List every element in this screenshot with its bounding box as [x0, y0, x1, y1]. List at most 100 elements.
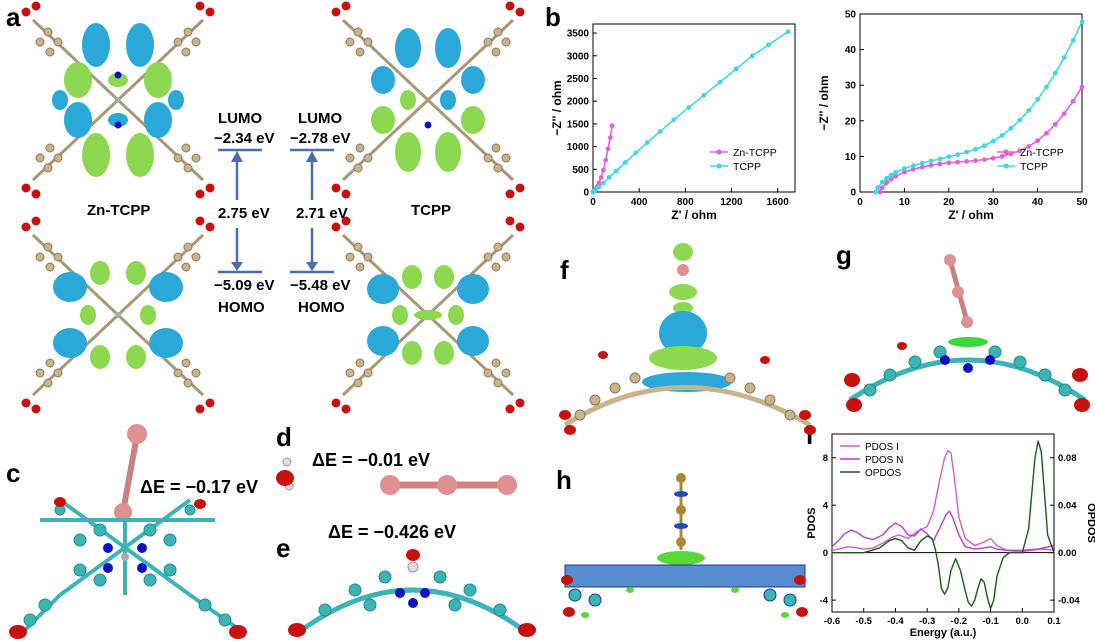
data-point	[717, 79, 723, 85]
data-point	[888, 172, 894, 178]
data-point	[600, 167, 606, 173]
x-tick-label: 0	[857, 197, 863, 208]
x-tick-label: 400	[631, 197, 648, 208]
y-tick-label: 0	[850, 188, 856, 199]
panel-e-energy: ΔE = −0.426 eV	[328, 522, 457, 542]
data-point	[902, 166, 907, 171]
data-point	[877, 189, 883, 195]
data-point	[622, 160, 628, 165]
data-point	[657, 129, 663, 135]
x-tick-label: -0.4	[887, 616, 904, 627]
legend-label: Zn-TCPP	[1020, 147, 1064, 159]
legend-marker	[716, 163, 722, 169]
data-point	[990, 155, 996, 161]
panel-letter-f: f	[560, 255, 569, 285]
data-point	[613, 168, 619, 174]
data-point	[910, 163, 916, 169]
y-tick-label: 4	[823, 501, 829, 512]
x-tick-label: 800	[677, 197, 694, 208]
y2-tick-label: 0.00	[1058, 548, 1077, 559]
y2-tick-label: -0.04	[1058, 596, 1080, 607]
x-tick-label: 0.0	[1016, 616, 1029, 627]
data-point	[1070, 37, 1076, 43]
data-point	[946, 154, 952, 160]
y2-axis-label: OPDOS	[1085, 503, 1095, 543]
data-point	[1008, 125, 1014, 131]
legend-label: PDOS I	[865, 442, 899, 453]
data-point	[785, 29, 791, 35]
x-tick-label: 0.1	[1047, 616, 1061, 627]
right-lumo-label: LUMO	[298, 110, 343, 127]
x-tick-label: -0.6	[824, 616, 840, 627]
x-axis-label: Z' / ohm	[948, 208, 994, 222]
panel-g-structure	[844, 254, 1090, 412]
left-lumo-energy: −2.34 eV	[214, 130, 275, 147]
x-tick-label: -0.1	[982, 616, 999, 627]
data-point	[1044, 130, 1049, 136]
x-tick-label: 20	[943, 197, 955, 208]
series-line	[831, 510, 1055, 551]
panel-d-energy: ΔE = −0.01 eV	[312, 450, 431, 470]
x-tick-label: 50	[1076, 197, 1088, 208]
y-tick-label: -4	[820, 596, 829, 607]
tcpp-label: TCPP	[411, 202, 452, 219]
data-point	[910, 166, 916, 172]
data-point	[600, 180, 606, 186]
panel-letter-d: d	[276, 422, 292, 452]
data-point	[1061, 111, 1067, 117]
data-point	[875, 185, 881, 191]
panel-letter-c: c	[6, 458, 21, 488]
legend-label: TCPP	[1020, 161, 1048, 173]
x-tick-label: 40	[1032, 197, 1044, 208]
data-point	[937, 161, 943, 167]
data-point	[1035, 97, 1040, 102]
zn-tcpp-lumo	[20, 0, 216, 200]
data-point	[671, 117, 677, 123]
y-tick-label: 2000	[567, 97, 590, 108]
left-homo-label: HOMO	[218, 299, 265, 316]
x-tick-label: -0.2	[951, 616, 967, 627]
data-point	[888, 176, 894, 182]
panel-e-structure	[288, 549, 536, 637]
nyquist-full-chart: 0 400 800 1200 1600 0 500 1000 1500 2000 2500 3000 3…	[550, 23, 796, 222]
data-point	[964, 158, 969, 164]
panel-h-structure	[561, 473, 808, 618]
y2-tick-label: 0.08	[1058, 453, 1077, 464]
plot-frame	[831, 433, 1055, 613]
data-point	[686, 105, 692, 110]
data-point	[644, 140, 650, 145]
panel-a-orbitals	[20, 0, 526, 415]
y-tick-label: 40	[845, 45, 857, 56]
data-point	[1026, 144, 1032, 149]
y-tick-label: 10	[845, 152, 857, 163]
legend-marker	[1003, 163, 1009, 169]
data-point	[884, 180, 890, 186]
right-homo-label: HOMO	[298, 299, 345, 316]
data-point	[884, 175, 890, 181]
left-lumo-label: LUMO	[218, 110, 263, 127]
panel-d-structure	[276, 457, 517, 495]
y-tick-label: 2500	[567, 74, 590, 85]
data-point	[749, 53, 755, 59]
data-point	[1035, 138, 1040, 144]
plot-frame	[592, 23, 796, 193]
data-point	[606, 175, 612, 180]
data-point	[607, 135, 613, 140]
data-point	[1026, 108, 1032, 113]
data-point	[1044, 84, 1049, 90]
data-point	[598, 175, 604, 180]
data-point	[1052, 70, 1058, 76]
data-point	[990, 138, 996, 144]
y2-tick-label: 0.04	[1058, 501, 1077, 512]
right-gap: 2.71 eV	[296, 205, 348, 222]
data-point	[1052, 121, 1058, 127]
data-point	[605, 146, 611, 152]
panel-letter-b: b	[545, 2, 561, 32]
data-point	[973, 146, 978, 152]
data-point	[981, 157, 987, 163]
nyquist-zoom-chart: 0 10 20 30 40 50 0 10 20 30 40 50 Z' / ohm −Z'' / ohm…	[817, 10, 1088, 223]
data-point	[946, 160, 952, 166]
legend-label: TCPP	[733, 161, 761, 173]
data-point	[928, 158, 934, 164]
legend-label: PDOS N	[865, 455, 903, 466]
